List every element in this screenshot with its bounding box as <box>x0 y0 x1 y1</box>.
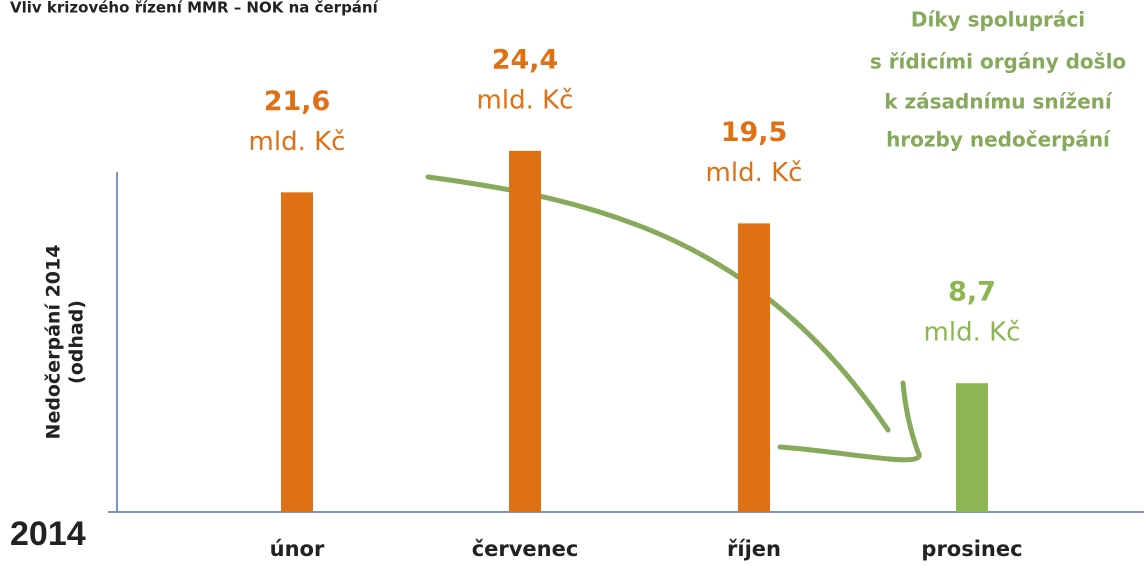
annotation-line: Díky spolupráci <box>911 8 1085 32</box>
y-axis-label: Nedočerpání 2014 (odhad) <box>43 245 88 440</box>
annotation-line: k zásadnímu snížení <box>884 90 1113 114</box>
value-label: 19,5 <box>721 117 788 148</box>
bar <box>281 192 313 512</box>
value-unit: mld. Kč <box>249 127 346 157</box>
x-tick-label: červenec <box>472 537 579 561</box>
year-label: 2014 <box>10 515 86 553</box>
value-unit: mld. Kč <box>924 318 1021 348</box>
x-tick-label: únor <box>270 537 325 561</box>
annotation-line: s řídicími orgány došlo <box>870 50 1126 74</box>
annotation-line: hrozby nedočerpání <box>886 128 1111 152</box>
value-unit: mld. Kč <box>706 158 803 188</box>
arrow-curve <box>425 174 891 433</box>
bar <box>956 383 988 512</box>
value-label: 8,7 <box>948 277 996 308</box>
x-tick-label: říjen <box>727 537 781 561</box>
arrow-head <box>777 380 922 463</box>
y-axis-label-line: Nedočerpání 2014 <box>43 245 65 440</box>
value-label: 24,4 <box>492 44 559 75</box>
bar <box>738 223 770 512</box>
chart-title: Vliv krizového řízení MMR – NOK na čerpá… <box>10 0 379 17</box>
x-tick-label: prosinec <box>921 537 1022 561</box>
arrow <box>425 174 922 463</box>
value-label: 21,6 <box>264 86 331 117</box>
bar <box>509 150 541 512</box>
y-axis-label-line: (odhad) <box>66 300 88 384</box>
value-unit: mld. Kč <box>477 85 574 115</box>
